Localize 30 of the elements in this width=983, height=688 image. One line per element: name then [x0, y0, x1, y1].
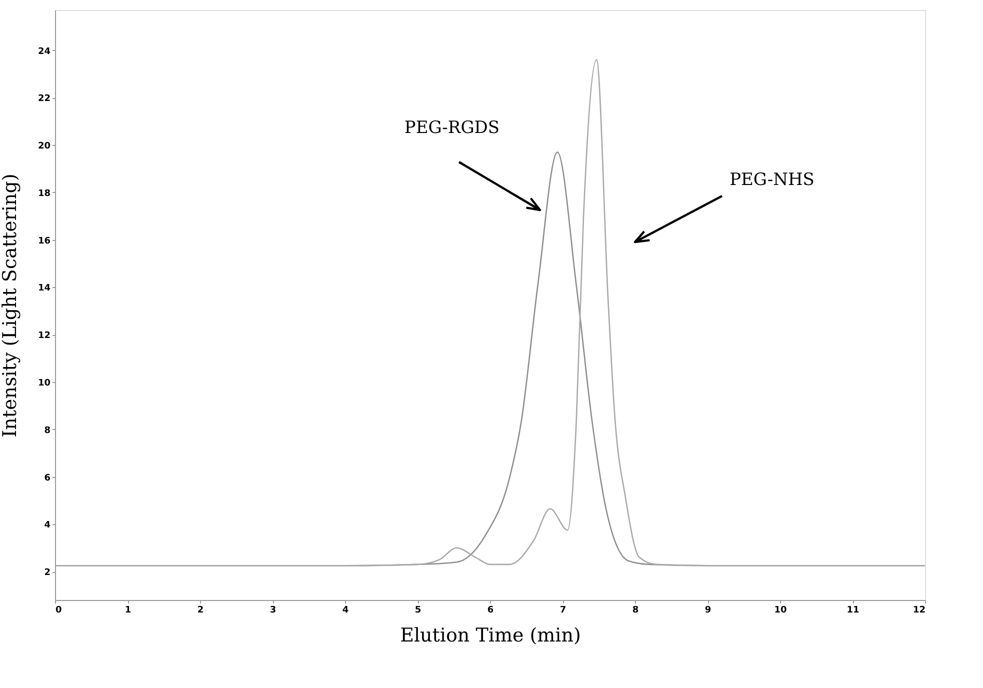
x-tick-label: 10 [774, 606, 787, 616]
y-tick-label: 8 [44, 426, 50, 436]
y-tick-label: 20 [38, 142, 50, 152]
x-tick-label: 4 [342, 606, 349, 616]
annotation: PEG-NHS [730, 170, 814, 190]
x-tick-label: 7 [560, 606, 566, 616]
x-tick-label: 3 [270, 606, 276, 616]
y-tick-label: 12 [38, 331, 50, 342]
x-axis-title: Elution Time (min) [400, 624, 581, 646]
y-tick-label: 22 [38, 94, 50, 104]
x-tick-label: 2 [197, 606, 204, 616]
y-tick-label: 24 [38, 46, 50, 57]
y-tick-label: 16 [38, 236, 50, 246]
y-tick-label: 18 [38, 188, 50, 199]
x-tick-label: 5 [414, 606, 422, 616]
x-tick-label: 12 [912, 606, 926, 616]
x-tick-label: 6 [487, 606, 494, 616]
x-tick-label: 0 [56, 606, 62, 616]
y-axis-title: Intensity (Light Scattering) [0, 174, 21, 438]
x-tick-label: 11 [846, 606, 860, 616]
y-tick-label: 6 [44, 473, 50, 484]
y-tick-label: 14 [38, 284, 50, 294]
x-tick-label: 8 [632, 606, 639, 616]
x-tick-label: 1 [124, 606, 132, 616]
x-tick-label: 9 [704, 606, 712, 616]
line-series [54, 59, 926, 566]
y-tick-label: 10 [38, 378, 50, 389]
y-tick-label: 2 [44, 568, 50, 578]
y-tick-label: 4 [44, 520, 50, 531]
annotation: PEG-RGDS [404, 118, 500, 138]
